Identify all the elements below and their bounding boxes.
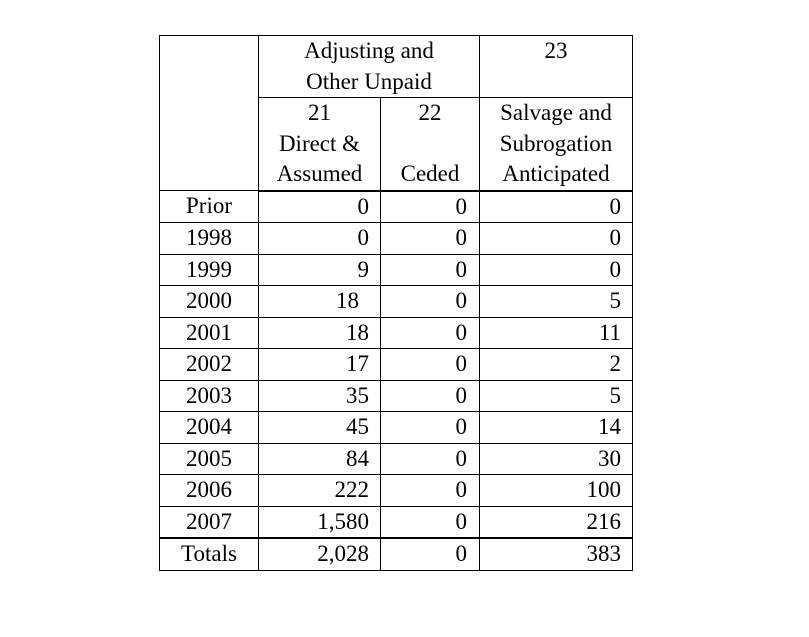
table-row: 1998 0 0 0	[159, 222, 633, 255]
direct-assumed-value: 84	[258, 442, 381, 475]
salvage-value: 0	[479, 222, 633, 255]
row-label: 2006	[159, 474, 259, 507]
header-row-top: Adjusting and Other Unpaid 23	[159, 35, 633, 191]
ceded-value: 0	[380, 253, 480, 286]
ceded-value: 0	[380, 316, 480, 349]
header-col21-line2: Assumed	[276, 161, 363, 186]
totals-direct-assumed: 2,028	[258, 537, 381, 571]
header-col23-line3: Anticipated	[502, 161, 610, 186]
row-label: 2002	[159, 348, 259, 381]
row-label: 1998	[159, 222, 259, 255]
ceded-value: 0	[380, 285, 480, 318]
row-label: 2004	[159, 411, 259, 444]
ceded-value: 0	[380, 190, 480, 223]
salvage-value: 30	[479, 442, 633, 475]
header-group-line2: Other Unpaid	[306, 68, 432, 94]
ceded-value: 0	[380, 505, 480, 539]
header-col22: 22 Ceded	[380, 97, 480, 192]
header-row-sub: 21 Direct & Assumed 22 Ceded Salvage and…	[160, 97, 633, 192]
table-row: 2007 1,580 0 216	[159, 505, 633, 539]
ceded-value: 0	[380, 379, 480, 412]
ceded-value: 0	[380, 474, 480, 507]
direct-assumed-value: 0	[258, 222, 381, 255]
totals-label: Totals	[159, 537, 259, 571]
table-row: 1999 9 0 0	[159, 253, 633, 286]
table-row: Prior 0 0 0	[159, 190, 633, 223]
salvage-value: 14	[479, 411, 633, 444]
header-col22-label: Ceded	[400, 161, 460, 186]
salvage-value: 2	[479, 348, 633, 381]
header-col21: 21 Direct & Assumed	[258, 97, 381, 192]
direct-assumed-value: 45	[258, 411, 381, 444]
header-group-adjusting: Adjusting and Other Unpaid	[258, 35, 480, 98]
row-label: 2001	[159, 316, 259, 349]
table-row: 2004 45 0 14	[159, 411, 633, 444]
direct-assumed-value: 17	[258, 348, 381, 381]
ceded-value: 0	[380, 442, 480, 475]
table-row: 2001 18 0 11	[159, 316, 633, 349]
salvage-value: 216	[479, 505, 633, 539]
header-col23-line2: Subrogation	[499, 130, 613, 156]
header-col22-number: 22	[418, 100, 442, 125]
row-label: 1999	[159, 253, 259, 286]
unpaid-losses-table: Adjusting and Other Unpaid 23 21 Direct …	[159, 35, 633, 571]
row-label: 2005	[159, 442, 259, 475]
table-row: 2002 17 0 2	[159, 348, 633, 381]
row-label: 2003	[159, 379, 259, 412]
table-row: 2003 35 0 5	[159, 379, 633, 412]
totals-ceded: 0	[380, 537, 480, 571]
direct-assumed-value: 0	[258, 190, 381, 223]
header-col23-number: 23	[479, 35, 633, 98]
direct-assumed-value: 222	[258, 474, 381, 507]
table-row: 2006 222 0 100	[159, 474, 633, 507]
ceded-value: 0	[380, 348, 480, 381]
ceded-value: 0	[380, 222, 480, 255]
salvage-value: 0	[479, 253, 633, 286]
direct-assumed-value: 9	[258, 253, 381, 286]
salvage-value: 100	[479, 474, 633, 507]
direct-assumed-value: 35	[258, 379, 381, 412]
header-col23-line1: Salvage and	[500, 100, 612, 125]
row-label: 2007	[159, 505, 259, 539]
totals-row: Totals 2,028 0 383	[159, 537, 633, 571]
direct-assumed-value: 18	[258, 316, 381, 349]
direct-assumed-value: 1,580	[258, 505, 381, 539]
table-row: 2000 18 0 5	[159, 285, 633, 318]
salvage-value: 5	[479, 379, 633, 412]
header-col21-line1: Direct &	[278, 130, 361, 156]
row-label: Prior	[159, 190, 259, 223]
salvage-value: 5	[479, 285, 633, 318]
row-label: 2000	[159, 285, 259, 318]
direct-assumed-value: 18	[258, 285, 381, 318]
header-group-line1: Adjusting and	[304, 38, 434, 63]
header-col23: Salvage and Subrogation Anticipated	[479, 97, 633, 192]
totals-salvage: 383	[479, 537, 633, 571]
header-corner-cell	[159, 35, 259, 191]
header-col21-number: 21	[308, 100, 331, 125]
ceded-value: 0	[380, 411, 480, 444]
salvage-value: 0	[479, 190, 633, 223]
salvage-value: 11	[479, 316, 633, 349]
table-row: 2005 84 0 30	[159, 442, 633, 475]
